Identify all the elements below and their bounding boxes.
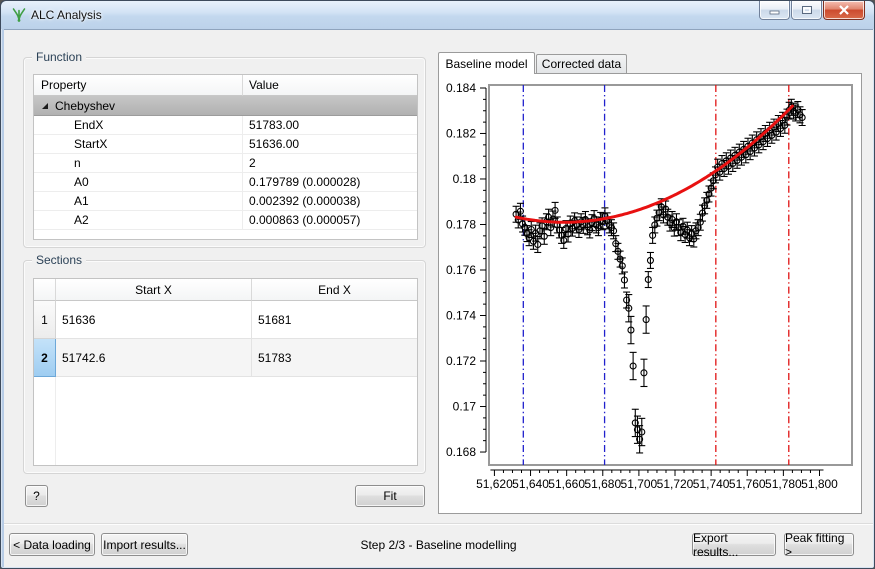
x-tick-label: 51,680 xyxy=(584,477,621,491)
baseline-plot-canvas[interactable]: 51,620 51,640 51,660 51,680 51,700 51,720 51,7… xyxy=(439,74,861,513)
corner-header xyxy=(34,279,56,301)
chebyshev-group-row[interactable]: Chebyshev xyxy=(34,96,417,116)
baseline-model-pane: 51,620 51,640 51,660 51,680 51,700 51,720 51,7… xyxy=(438,73,862,514)
startx-column-header[interactable]: Start X xyxy=(56,279,252,301)
x-tick-label: 51,800 xyxy=(801,477,838,491)
section-row-2[interactable]: 2 51742.6 51783 xyxy=(34,339,417,377)
client-area: Function Property Value Chebyshev EndX 51… xyxy=(4,29,873,567)
property-value[interactable]: 0.179789 (0.000028) xyxy=(249,175,361,189)
section-row-1[interactable]: 1 51636 51681 xyxy=(34,301,417,339)
x-tick-label: 51,640 xyxy=(512,477,549,491)
y-tick-label: 0.168 xyxy=(446,445,476,459)
property-name: EndX xyxy=(34,116,243,134)
value-column-header[interactable]: Value xyxy=(243,75,417,96)
y-tick-label: 0.174 xyxy=(446,309,476,323)
row-2-endx-cell[interactable]: 51783 xyxy=(252,339,417,377)
property-column-header[interactable]: Property xyxy=(34,75,243,96)
function-name: Chebyshev xyxy=(55,98,116,113)
y-tick-label: 0.184 xyxy=(446,81,476,95)
x-tick-label: 51,760 xyxy=(729,477,766,491)
fit-button[interactable]: Fit xyxy=(355,485,425,507)
x-tick-label: 51,720 xyxy=(657,477,694,491)
x-tick-label: 51,740 xyxy=(693,477,730,491)
y-tick-label: 0.182 xyxy=(446,126,476,140)
row-1-endx-cell[interactable]: 51681 xyxy=(252,301,417,339)
export-results-button[interactable]: Export results... xyxy=(692,531,776,559)
maximize-button[interactable] xyxy=(791,1,822,20)
plot-area[interactable] xyxy=(488,84,853,466)
property-name: A0 xyxy=(34,173,243,191)
y-tick-label: 0.17 xyxy=(453,400,477,414)
axes xyxy=(480,87,824,476)
property-name: A1 xyxy=(34,192,243,210)
tab-baseline-model[interactable]: Baseline model xyxy=(438,52,535,74)
property-row-A0[interactable]: A0 0.179789 (0.000028) xyxy=(34,173,417,192)
expand-triangle-icon[interactable] xyxy=(42,102,48,109)
data-loading-button[interactable]: < Data loading xyxy=(9,533,95,556)
property-name: n xyxy=(34,154,243,172)
tab-corrected-data[interactable]: Corrected data xyxy=(536,54,627,74)
property-value[interactable]: 2 xyxy=(249,156,256,170)
row-1-startx-cell[interactable]: 51636 xyxy=(56,301,252,339)
property-name: StartX xyxy=(34,135,243,153)
sections-groupbox-label: Sections xyxy=(32,253,87,267)
row-2-header[interactable]: 2 xyxy=(34,339,56,377)
property-name: A2 xyxy=(34,211,243,229)
help-button[interactable]: ? xyxy=(25,485,48,507)
import-results-button[interactable]: Import results... xyxy=(101,533,188,556)
row-2-startx-cell[interactable]: 51742.6 xyxy=(56,339,252,377)
y-tick-label: 0.172 xyxy=(446,354,476,368)
y-tick-label: 0.18 xyxy=(453,172,477,186)
fit-curve xyxy=(514,104,794,224)
minimize-icon xyxy=(769,10,779,14)
peak-fitting-button[interactable]: Peak fitting > xyxy=(784,531,854,559)
y-tick-label: 0.178 xyxy=(446,217,476,231)
property-value[interactable]: 51636.00 xyxy=(249,137,300,151)
close-button[interactable] xyxy=(823,1,865,20)
property-value[interactable]: 0.000863 (0.000057) xyxy=(249,213,361,227)
window-title: ALC Analysis xyxy=(31,8,102,22)
titlebar[interactable]: ALC Analysis xyxy=(1,1,874,29)
property-value[interactable]: 51783.00 xyxy=(249,118,300,132)
rownum-column-strip xyxy=(34,377,56,465)
property-value[interactable]: 0.002392 (0.000038) xyxy=(249,194,361,208)
close-icon xyxy=(839,5,849,15)
property-row-A2[interactable]: A2 0.000863 (0.000057) xyxy=(34,211,417,230)
minimize-button[interactable] xyxy=(759,1,790,20)
endx-column-header[interactable]: End X xyxy=(252,279,417,301)
status-separator xyxy=(4,523,873,525)
sections-groupbox: Sections xyxy=(23,253,426,474)
property-row-EndX[interactable]: EndX 51783.00 xyxy=(34,116,417,135)
x-tick-label: 51,780 xyxy=(765,477,802,491)
property-row-StartX[interactable]: StartX 51636.00 xyxy=(34,135,417,154)
x-tick-label: 51,660 xyxy=(548,477,585,491)
function-groupbox-label: Function xyxy=(32,50,87,64)
app-icon xyxy=(12,8,26,22)
maximize-icon xyxy=(801,6,812,14)
sections-table: Start X End X 1 51636 51681 2 51742.6 51… xyxy=(33,278,418,466)
property-row-A1[interactable]: A1 0.002392 (0.000038) xyxy=(34,192,417,211)
step-status-text: Step 2/3 - Baseline modelling xyxy=(360,538,517,552)
x-tick-label: 51,620 xyxy=(476,477,513,491)
function-property-table: Property Value Chebyshev EndX 51783.00 Sta… xyxy=(33,74,418,240)
y-tick-label: 0.176 xyxy=(446,263,476,277)
row-1-header[interactable]: 1 xyxy=(34,301,56,339)
function-groupbox: Function xyxy=(23,50,426,248)
x-tick-label: 51,700 xyxy=(621,477,658,491)
